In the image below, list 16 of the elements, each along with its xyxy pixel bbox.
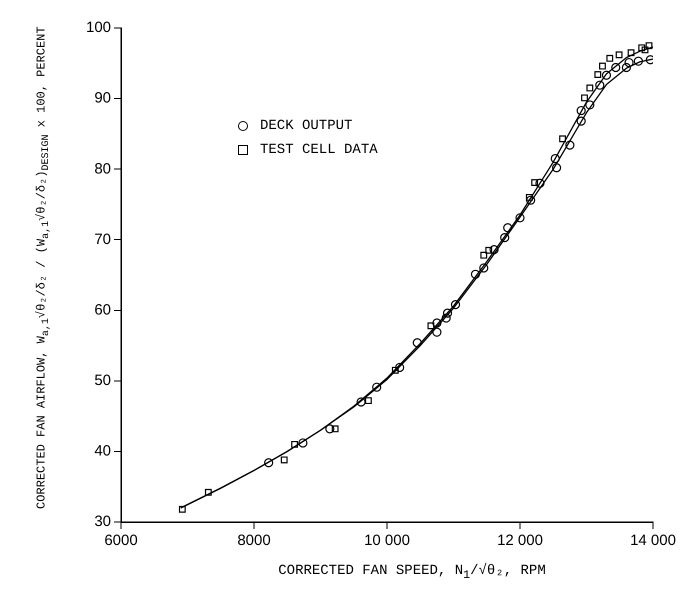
x-tick-label: 14 000 — [630, 532, 676, 550]
y-tick-label: 30 — [94, 513, 112, 530]
x-tick-label: 10 000 — [364, 532, 410, 550]
y-tick-label: 60 — [94, 301, 112, 318]
legend-label: DECK OUTPUT — [260, 118, 352, 134]
y-tick-label: 90 — [94, 90, 112, 107]
y-tick-label: 40 — [94, 442, 112, 460]
y-tick-label: 70 — [94, 230, 112, 248]
x-tick-label: 12 000 — [497, 532, 543, 550]
legend-label: TEST CELL DATA — [260, 142, 378, 158]
y-tick-label: 100 — [86, 19, 112, 36]
y-tick-label: 50 — [94, 372, 112, 389]
x-tick-label: 8000 — [237, 532, 271, 550]
x-axis-title: CORRECTED FAN SPEED, N$_{1}$/√θ₂, RPM — [277, 563, 547, 582]
y-tick-label: 80 — [94, 160, 112, 178]
x-tick-label: 6000 — [104, 532, 138, 550]
